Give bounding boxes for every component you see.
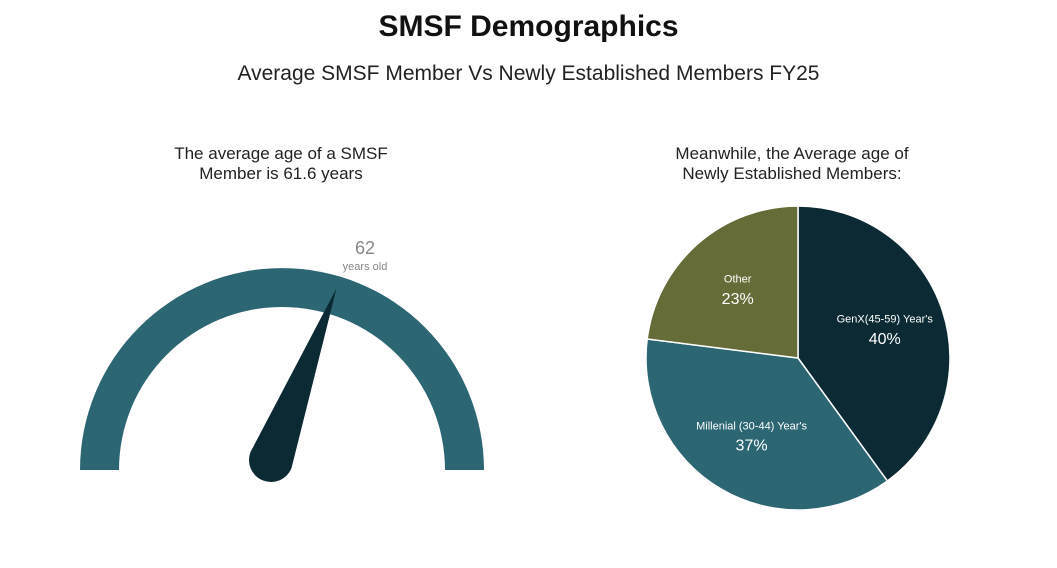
gauge-unit-label: years old [343,261,388,273]
pie-slice [646,205,799,359]
gauge-needle [249,288,337,482]
page-subtitle: Average SMSF Member Vs Newly Established… [237,62,820,85]
chart-title: The average age of a SMSF Member is 61.6… [174,144,388,183]
pie-slice [797,205,951,483]
slice-value-label: 37% [736,438,768,455]
page-title: SMSF Demographics [378,10,679,43]
slice-category-label: Millenial (30-44) Year's [696,420,807,432]
slice-value-label: 40% [869,331,901,348]
gauge-track [80,268,484,470]
slice-value-label: 23% [722,291,754,308]
gauge-value-label: 62 [355,238,375,258]
pie-slice [645,338,889,511]
slice-category-label: Other [724,273,752,285]
chart-title: Meanwhile, the Average age of Newly Esta… [675,144,909,183]
slice-category-label: GenX(45-59) Year's [837,314,934,326]
